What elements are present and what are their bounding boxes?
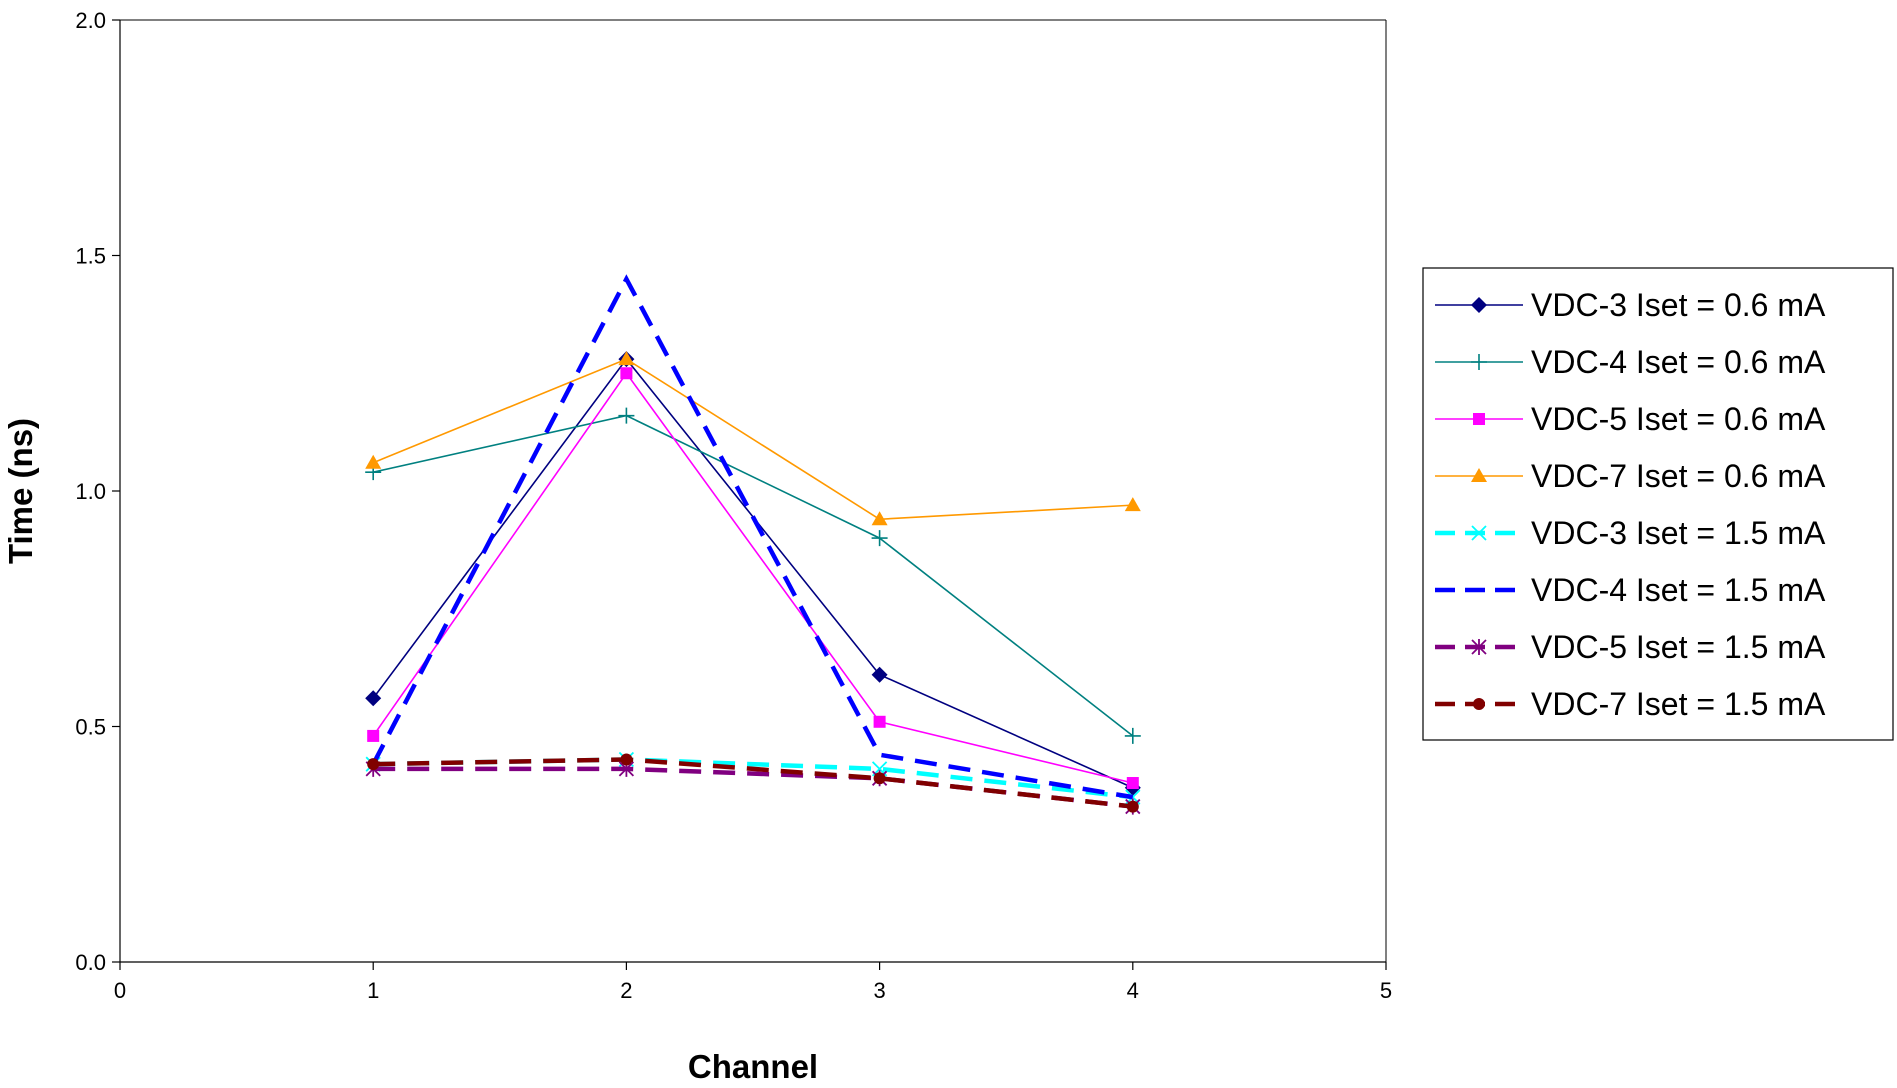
legend: VDC-3 Iset = 0.6 mA VDC-4 Iset = 0.6 mA VD… bbox=[1422, 267, 1894, 741]
legend-swatch-marker bbox=[1473, 413, 1485, 425]
legend-label: VDC-3 Iset = 1.5 mA bbox=[1531, 515, 1826, 551]
legend-label: VDC-7 Iset = 0.6 mA bbox=[1531, 458, 1826, 494]
series-line bbox=[372, 358, 1133, 521]
series-line bbox=[371, 274, 1134, 800]
y-axis-title: Time (ns) bbox=[2, 418, 39, 564]
x-axis-title: Channel bbox=[688, 1048, 818, 1085]
series-2 bbox=[365, 407, 1141, 744]
legend-item: VDC-4 Iset = 0.6 mA bbox=[1435, 344, 1826, 380]
y-tick-label: 1.0 bbox=[75, 479, 106, 504]
legend-label: VDC-4 Iset = 1.5 mA bbox=[1531, 572, 1826, 608]
legend-box bbox=[1422, 267, 1894, 741]
series-line bbox=[372, 371, 1133, 784]
data-point bbox=[1126, 800, 1139, 813]
legend-swatch-marker bbox=[1471, 525, 1487, 541]
series-4 bbox=[365, 351, 1141, 526]
series-lines bbox=[365, 274, 1141, 815]
data-point bbox=[620, 753, 633, 766]
legend-label: VDC-5 Iset = 1.5 mA bbox=[1531, 629, 1826, 665]
legend-label: VDC-4 Iset = 0.6 mA bbox=[1531, 344, 1826, 380]
plot-area bbox=[119, 19, 1387, 963]
legend-swatch-marker bbox=[1471, 354, 1487, 370]
series-line bbox=[373, 766, 1134, 809]
x-tick-label: 0 bbox=[114, 978, 126, 1003]
data-point bbox=[618, 407, 635, 424]
series-8 bbox=[367, 753, 1139, 813]
x-tick-label: 3 bbox=[873, 978, 885, 1003]
data-point bbox=[871, 511, 888, 526]
data-point bbox=[1126, 777, 1139, 790]
legend-item: VDC-7 Iset = 0.6 mA bbox=[1435, 458, 1826, 494]
data-point bbox=[367, 729, 380, 742]
legend-label: VDC-3 Iset = 0.6 mA bbox=[1531, 287, 1826, 323]
data-point bbox=[1124, 497, 1141, 512]
y-tick-label: 2.0 bbox=[75, 8, 106, 33]
legend-item: VDC-3 Iset = 1.5 mA bbox=[1435, 515, 1826, 551]
data-point bbox=[873, 715, 886, 728]
x-axis-ticks: 0 1 2 3 4 5 bbox=[114, 962, 1392, 1003]
series-line bbox=[373, 757, 1134, 809]
series-3 bbox=[367, 367, 1139, 790]
legend-swatch-marker bbox=[1473, 698, 1485, 710]
x-tick-label: 1 bbox=[367, 978, 379, 1003]
legend-label: VDC-5 Iset = 0.6 mA bbox=[1531, 401, 1826, 437]
legend-swatch-marker bbox=[1471, 468, 1487, 482]
data-point bbox=[871, 666, 888, 683]
series-6 bbox=[371, 274, 1134, 800]
y-axis-ticks: 0.0 0.5 1.0 1.5 2.0 bbox=[75, 8, 120, 975]
legend-item: VDC-7 Iset = 1.5 mA bbox=[1435, 686, 1826, 722]
series-line bbox=[373, 757, 1134, 800]
legend-swatch-marker bbox=[1471, 639, 1487, 655]
data-point bbox=[367, 758, 380, 771]
legend-swatch-marker bbox=[1471, 297, 1487, 313]
legend-item: VDC-5 Iset = 0.6 mA bbox=[1435, 401, 1826, 437]
legend-item: VDC-5 Iset = 1.5 mA bbox=[1435, 629, 1826, 665]
data-point bbox=[365, 454, 382, 469]
data-point bbox=[365, 690, 382, 707]
data-point bbox=[873, 772, 886, 785]
x-tick-label: 5 bbox=[1380, 978, 1392, 1003]
x-tick-label: 4 bbox=[1127, 978, 1139, 1003]
legend-item: VDC-4 Iset = 1.5 mA bbox=[1435, 572, 1826, 608]
y-tick-label: 0.0 bbox=[75, 950, 106, 975]
data-point bbox=[871, 530, 888, 547]
y-tick-label: 1.5 bbox=[75, 244, 106, 269]
data-point bbox=[1124, 727, 1141, 744]
data-point bbox=[618, 351, 635, 366]
x-tick-label: 2 bbox=[620, 978, 632, 1003]
y-tick-label: 0.5 bbox=[75, 715, 106, 740]
data-point bbox=[620, 367, 633, 380]
legend-label: VDC-7 Iset = 1.5 mA bbox=[1531, 686, 1826, 722]
legend-item: VDC-3 Iset = 0.6 mA bbox=[1435, 287, 1826, 323]
series-line bbox=[373, 414, 1134, 737]
